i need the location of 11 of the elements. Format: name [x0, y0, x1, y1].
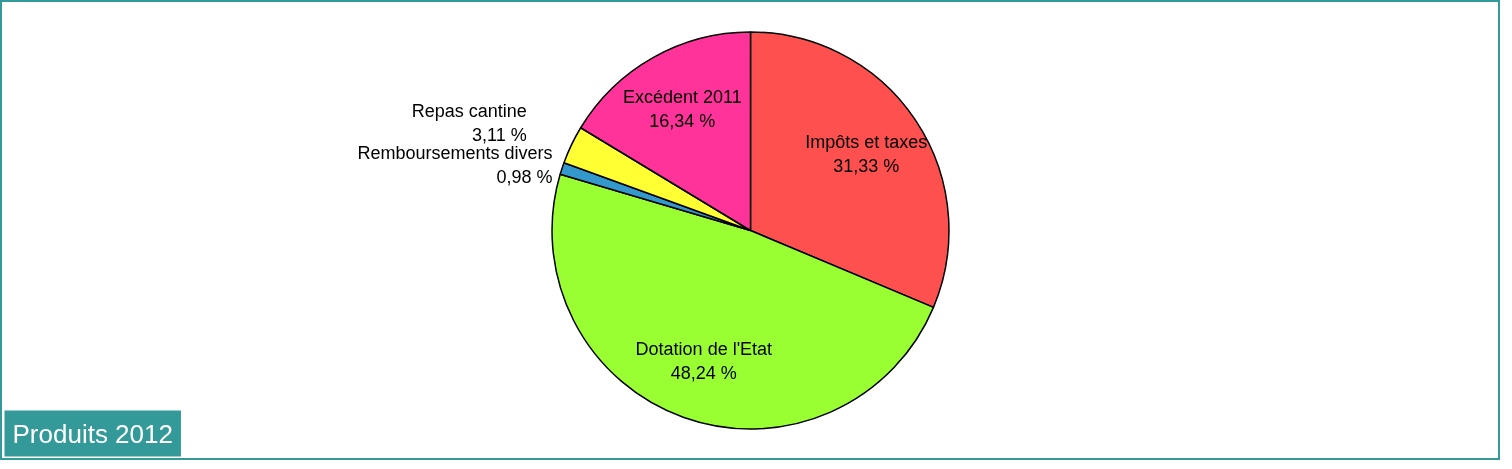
data-label: 0,98 %	[496, 167, 553, 188]
slice-label: Remboursements divers	[357, 143, 553, 164]
data-label: 48,24 %	[670, 363, 737, 384]
slice-label: Dotation de l'Etat	[635, 339, 773, 360]
slice-label: Excédent 2011	[622, 87, 742, 108]
data-label: 16,34 %	[649, 111, 716, 132]
data-label: 31,33 %	[833, 155, 900, 176]
slice-label: Repas cantine	[411, 101, 527, 122]
text: Produits 2012	[12, 418, 173, 449]
data-label: 3,11 %	[472, 125, 527, 146]
slice-label: Impôts et taxes	[805, 131, 928, 152]
